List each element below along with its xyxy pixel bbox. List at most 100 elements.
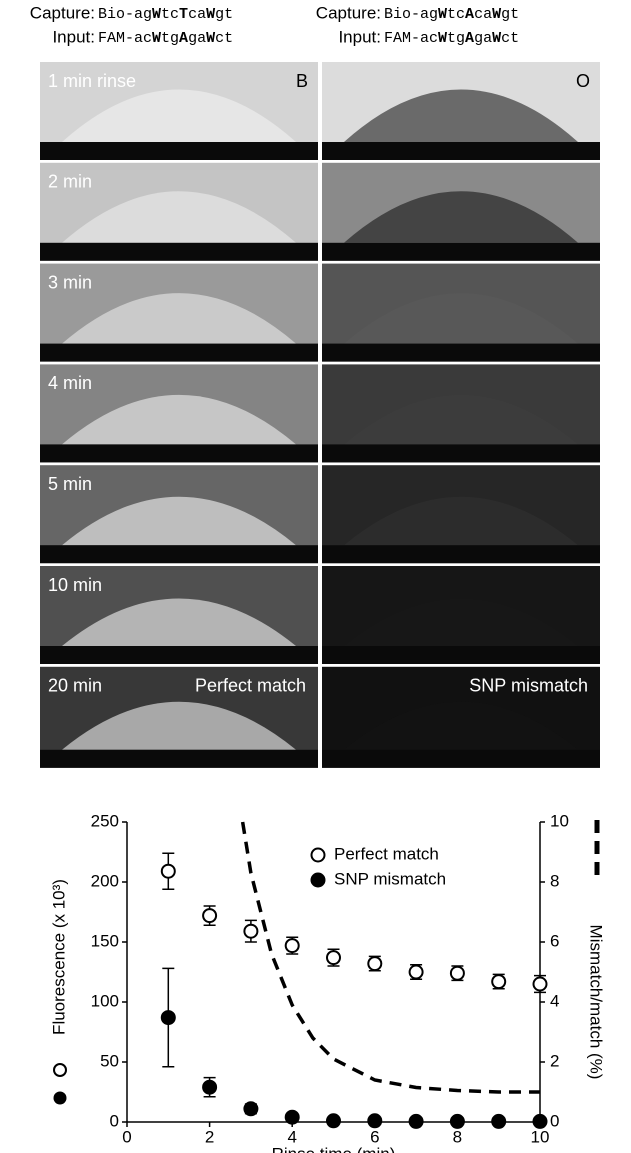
sequence-part: W bbox=[438, 30, 447, 47]
sequence-part: T bbox=[179, 6, 188, 23]
time-label: 1 min rinse bbox=[48, 71, 136, 91]
legend-marker bbox=[312, 849, 325, 862]
sequence-part: ct bbox=[215, 30, 233, 47]
time-label: 2 min bbox=[48, 172, 92, 192]
panel-base bbox=[322, 646, 600, 664]
time-label: 10 min bbox=[48, 575, 102, 595]
sequence-part: A bbox=[465, 6, 474, 23]
y2-tick-label: 2 bbox=[550, 1051, 559, 1070]
sequence-part: tg bbox=[447, 30, 465, 47]
data-point bbox=[203, 1081, 216, 1094]
data-point bbox=[410, 1115, 423, 1128]
sequence-part: FAM-ac bbox=[384, 30, 438, 47]
sequence-part: Bio-ag bbox=[384, 6, 438, 23]
data-point bbox=[327, 1114, 340, 1127]
sequence: Bio-agWtcTcaWgt bbox=[98, 6, 233, 23]
y2-tick-label: 0 bbox=[550, 1111, 559, 1130]
sequence-part: W bbox=[492, 6, 501, 23]
x-tick-label: 8 bbox=[453, 1127, 462, 1146]
panel-base bbox=[322, 344, 600, 362]
panel-base bbox=[40, 646, 318, 664]
x-tick-label: 2 bbox=[205, 1127, 214, 1146]
panel-base bbox=[322, 444, 600, 462]
y-tick-label: 100 bbox=[91, 991, 119, 1010]
sequence-part: ct bbox=[501, 30, 519, 47]
x-tick-label: 0 bbox=[122, 1127, 131, 1146]
sequence-part: W bbox=[152, 30, 161, 47]
data-point bbox=[162, 865, 175, 878]
sequence-label: Input: bbox=[52, 27, 95, 46]
y2-axis-label: Mismatch/match (%) bbox=[587, 925, 606, 1080]
figure: Capture:Bio-agWtcTcaWgtInput:FAM-acWtgAg… bbox=[0, 0, 631, 1153]
y-axis-label: Fluorescence (x 10³) bbox=[49, 879, 68, 1035]
data-point bbox=[244, 925, 257, 938]
panel-base bbox=[40, 142, 318, 160]
sequence-part: W bbox=[152, 6, 161, 23]
data-point bbox=[286, 939, 299, 952]
sequence-label: Input: bbox=[338, 27, 381, 46]
data-point bbox=[534, 1115, 547, 1128]
y-tick-label: 50 bbox=[100, 1051, 119, 1070]
data-point bbox=[327, 951, 340, 964]
panel-base bbox=[40, 750, 318, 768]
time-label: 3 min bbox=[48, 272, 92, 292]
y-label-marker bbox=[54, 1064, 66, 1076]
panel-base bbox=[322, 142, 600, 160]
y2-tick-label: 6 bbox=[550, 931, 559, 950]
data-point bbox=[368, 957, 381, 970]
sequence: Bio-agWtcAcaWgt bbox=[384, 6, 519, 23]
data-point bbox=[286, 1111, 299, 1124]
legend-label: Perfect match bbox=[334, 844, 439, 863]
sequence-part: tc bbox=[447, 6, 465, 23]
panel-base bbox=[40, 243, 318, 261]
sequence-part: tg bbox=[161, 30, 179, 47]
sequence-part: Bio-ag bbox=[98, 6, 152, 23]
data-point bbox=[451, 967, 464, 980]
data-point bbox=[368, 1114, 381, 1127]
sequence-part: gt bbox=[215, 6, 233, 23]
x-axis-label: Rinse time (min) bbox=[272, 1144, 396, 1153]
sequence-part: W bbox=[206, 30, 215, 47]
panel-base bbox=[40, 444, 318, 462]
data-point bbox=[162, 1011, 175, 1024]
sequence-part: A bbox=[465, 30, 474, 47]
panel-base bbox=[322, 750, 600, 768]
time-label: 4 min bbox=[48, 373, 92, 393]
sequence: FAM-acWtgAgaWct bbox=[384, 30, 519, 47]
legend-label: SNP mismatch bbox=[334, 869, 446, 888]
data-point bbox=[534, 978, 547, 991]
y-tick-label: 250 bbox=[91, 811, 119, 830]
y2-tick-label: 4 bbox=[550, 991, 559, 1010]
sequence: FAM-acWtgAgaWct bbox=[98, 30, 233, 47]
corner-label: O bbox=[576, 71, 590, 91]
panel-base bbox=[40, 545, 318, 563]
time-label: 20 min bbox=[48, 676, 102, 696]
panel-caption: SNP mismatch bbox=[469, 676, 588, 696]
sequence-part: W bbox=[492, 30, 501, 47]
y-tick-label: 200 bbox=[91, 871, 119, 890]
sequence-part: ga bbox=[474, 30, 492, 47]
data-point bbox=[492, 1115, 505, 1128]
y2-tick-label: 8 bbox=[550, 871, 559, 890]
sequence-part: A bbox=[179, 30, 188, 47]
legend-marker bbox=[312, 874, 325, 887]
panel-caption: Perfect match bbox=[195, 676, 306, 696]
data-point bbox=[244, 1102, 257, 1115]
sequence-label: Capture: bbox=[30, 3, 95, 22]
corner-label: B bbox=[296, 71, 308, 91]
sequence-part: gt bbox=[501, 6, 519, 23]
panel-base bbox=[322, 545, 600, 563]
x-tick-label: 10 bbox=[531, 1127, 550, 1146]
y2-tick-label: 10 bbox=[550, 811, 569, 830]
sequence-part: ca bbox=[474, 6, 492, 23]
sequence-part: tc bbox=[161, 6, 179, 23]
panel-base bbox=[40, 344, 318, 362]
sequence-part: W bbox=[438, 6, 447, 23]
panel-base bbox=[322, 243, 600, 261]
data-point bbox=[410, 966, 423, 979]
sequence-part: ga bbox=[188, 30, 206, 47]
y-tick-label: 0 bbox=[110, 1111, 119, 1130]
data-point bbox=[203, 909, 216, 922]
sequence-part: ca bbox=[188, 6, 206, 23]
sequence-part: FAM-ac bbox=[98, 30, 152, 47]
